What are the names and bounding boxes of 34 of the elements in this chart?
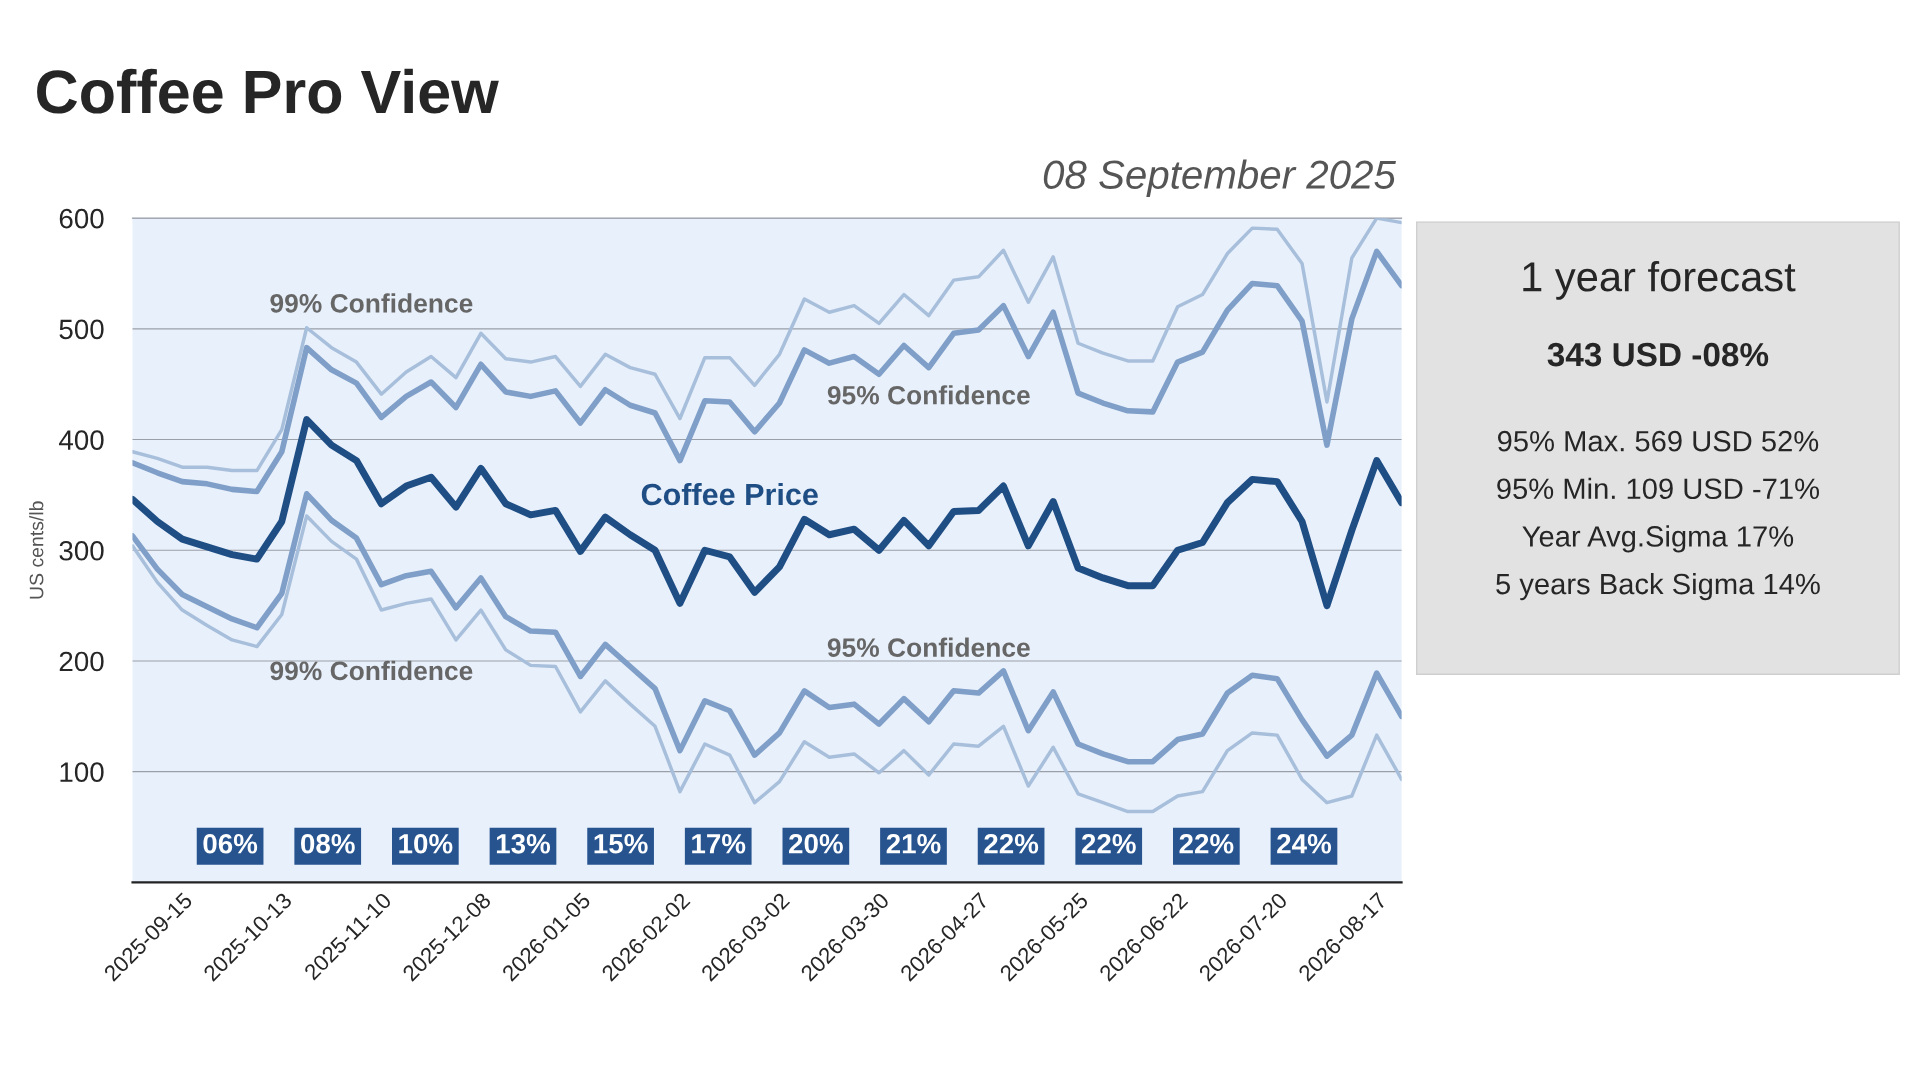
annotation: 24% xyxy=(1277,833,1332,854)
y-tick-label: 100 xyxy=(60,762,104,782)
annotation: 15% xyxy=(594,834,648,854)
line-series xyxy=(132,514,1402,814)
series-label: 95% Confidence xyxy=(827,637,1030,657)
text: 1 year forecast xyxy=(1523,260,1796,300)
annotation: 22% xyxy=(1179,833,1234,854)
text: Year Avg.Sigma 17% xyxy=(1522,525,1794,553)
annotation: 17% xyxy=(692,834,746,854)
text: 343 USD -08% xyxy=(1547,342,1769,367)
y-tick-label: 300 xyxy=(59,540,104,561)
annotation: 10% xyxy=(399,833,453,854)
chart-subtitle: 08 September 2025 xyxy=(1043,159,1396,197)
annotation: 22% xyxy=(984,833,1039,854)
text: 95% Max. 569 USD 52% xyxy=(1497,430,1819,452)
series-label: Coffee Price xyxy=(641,482,818,506)
series-label: 99% Confidence xyxy=(270,293,473,313)
y-tick-label: 500 xyxy=(59,319,104,340)
annotation: 21% xyxy=(886,833,941,854)
line-series xyxy=(132,218,1402,473)
annotation: 06% xyxy=(203,833,258,854)
annotation: 13% xyxy=(496,833,551,854)
y-tick-label: 400 xyxy=(59,430,104,450)
chart-title: Coffee Pro View xyxy=(37,68,499,114)
annotation: 08% xyxy=(301,833,355,854)
y-tick-label: 200 xyxy=(59,651,104,672)
y-axis-title: US cents/lb xyxy=(29,501,44,599)
annotation: 22% xyxy=(1081,833,1136,854)
text: 95% Min. 109 USD -71% xyxy=(1497,477,1819,500)
y-tick-label: 600 xyxy=(59,208,104,229)
text: 5 years Back Sigma 14% xyxy=(1496,572,1820,601)
annotation: 20% xyxy=(789,833,843,854)
series-label: 99% Confidence xyxy=(270,660,473,681)
series-label: 95% Confidence xyxy=(827,385,1030,405)
